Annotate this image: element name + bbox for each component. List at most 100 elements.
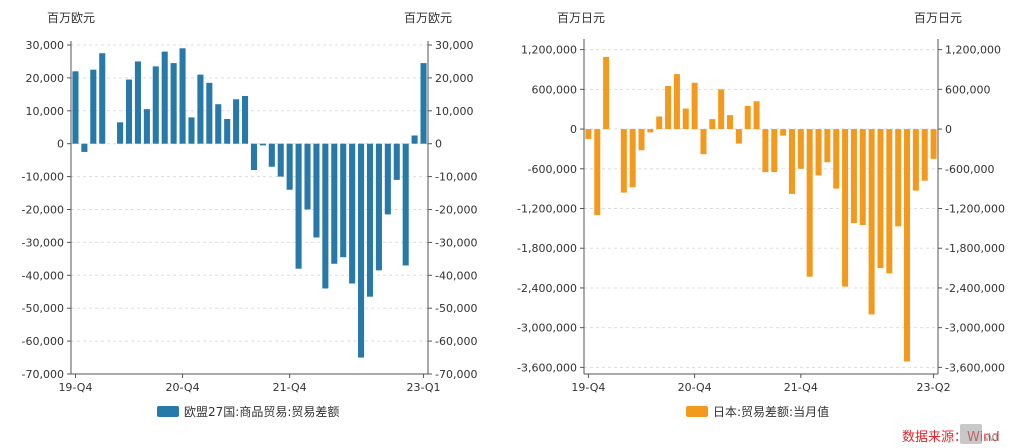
bar <box>859 129 866 226</box>
bar <box>242 95 249 144</box>
left-tick-label: 30,000 <box>26 39 65 52</box>
left-tick-label: 0 <box>570 123 577 136</box>
right-axis-unit-label: 百万欧元 <box>404 11 452 25</box>
bar <box>930 129 937 159</box>
bar <box>197 74 204 144</box>
right-tick-label: -10,000 <box>435 171 477 184</box>
eu-trade-balance-chart: 百万欧元 百万欧元 30,000 30,000 20,000 20,000 10,000 10… <box>22 11 478 419</box>
right-tick-label: 0 <box>435 138 442 151</box>
legend-swatch <box>157 406 179 417</box>
bar <box>250 143 257 171</box>
bar <box>762 129 769 173</box>
bar <box>824 129 831 163</box>
bar <box>921 129 928 181</box>
left-tick-label: -70,000 <box>22 368 64 381</box>
bar <box>420 63 427 144</box>
bar <box>179 48 186 144</box>
bar <box>81 143 88 152</box>
left-tick-label: -1,800,000 <box>517 242 577 255</box>
legend-swatch <box>686 406 708 417</box>
bar <box>912 129 919 191</box>
bar <box>833 129 840 189</box>
right-tick-label: 30,000 <box>435 39 474 52</box>
bar <box>735 129 742 144</box>
bar <box>233 99 240 144</box>
bar <box>895 129 902 227</box>
x-tick-label: 23-Q1 <box>407 381 441 394</box>
bar <box>331 143 338 264</box>
bar <box>647 129 654 133</box>
left-tick-label: -40,000 <box>22 269 64 282</box>
x-tick-label: 21-Q4 <box>273 381 307 394</box>
left-axis-unit-label: 百万欧元 <box>47 11 95 25</box>
bar <box>134 61 141 144</box>
svg-text:WI: WI <box>984 431 998 444</box>
right-tick-label: 10,000 <box>435 105 474 118</box>
right-tick-label: 20,000 <box>435 72 474 85</box>
left-tick-label: 1,200,000 <box>521 44 577 57</box>
watermark-logo: WI <box>960 424 998 444</box>
left-tick-label: -30,000 <box>22 236 64 249</box>
bar <box>259 143 266 146</box>
left-axis-unit-label: 百万日元 <box>557 11 605 25</box>
left-tick-label: -3,600,000 <box>517 361 577 374</box>
bar <box>295 143 302 269</box>
bar <box>277 143 284 177</box>
right-tick-label: -20,000 <box>435 204 477 217</box>
bar <box>718 89 725 130</box>
bar <box>771 129 778 173</box>
bar <box>709 119 716 130</box>
bar <box>304 143 311 210</box>
legend-label: 欧盟27国:商品贸易:贸易差额 <box>184 404 339 419</box>
left-tick-label: 600,000 <box>532 83 578 96</box>
bar <box>682 108 689 130</box>
bar <box>656 116 663 130</box>
left-tick-label: -3,000,000 <box>517 322 577 335</box>
right-tick-label: -50,000 <box>435 302 477 315</box>
legend-label: 日本:贸易差额:当月值 <box>713 404 829 419</box>
bar <box>143 109 150 144</box>
bar <box>788 129 795 194</box>
bar <box>585 129 592 139</box>
bar <box>206 82 213 144</box>
bar <box>411 135 418 144</box>
bar <box>117 122 124 144</box>
bar <box>384 143 391 215</box>
bar <box>665 86 672 130</box>
right-tick-label: 0 <box>945 123 952 136</box>
x-tick-label: 19-Q4 <box>571 381 605 394</box>
bar <box>727 115 734 130</box>
x-tick-label: 19-Q4 <box>58 381 92 394</box>
bar <box>215 104 222 144</box>
x-tick-label: 20-Q4 <box>166 381 200 394</box>
bar <box>125 79 133 144</box>
bar <box>638 129 645 151</box>
bar <box>286 143 293 190</box>
bar <box>620 129 627 193</box>
right-tick-label: 600,000 <box>945 83 991 96</box>
bar <box>402 143 409 266</box>
left-tick-label: 10,000 <box>26 105 65 118</box>
bar <box>99 53 106 144</box>
bar <box>806 129 813 277</box>
bar <box>877 129 884 269</box>
bar <box>161 51 168 144</box>
bar <box>753 101 760 130</box>
bar <box>375 143 382 271</box>
right-tick-label: -40,000 <box>435 269 477 282</box>
bar <box>393 143 400 180</box>
right-tick-label: 1,200,000 <box>945 44 1001 57</box>
bar <box>868 129 875 315</box>
x-tick-label: 21-Q4 <box>784 381 818 394</box>
right-tick-label: -3,600,000 <box>945 361 1005 374</box>
right-tick-label: -60,000 <box>435 335 477 348</box>
x-tick-label: 20-Q4 <box>678 381 712 394</box>
left-tick-label: -600,000 <box>528 163 577 176</box>
bar <box>744 105 751 130</box>
bar <box>700 129 707 155</box>
right-tick-label: -70,000 <box>435 368 477 381</box>
bar <box>815 129 822 176</box>
bar <box>322 143 329 289</box>
bar <box>904 129 911 362</box>
bar <box>90 69 97 144</box>
